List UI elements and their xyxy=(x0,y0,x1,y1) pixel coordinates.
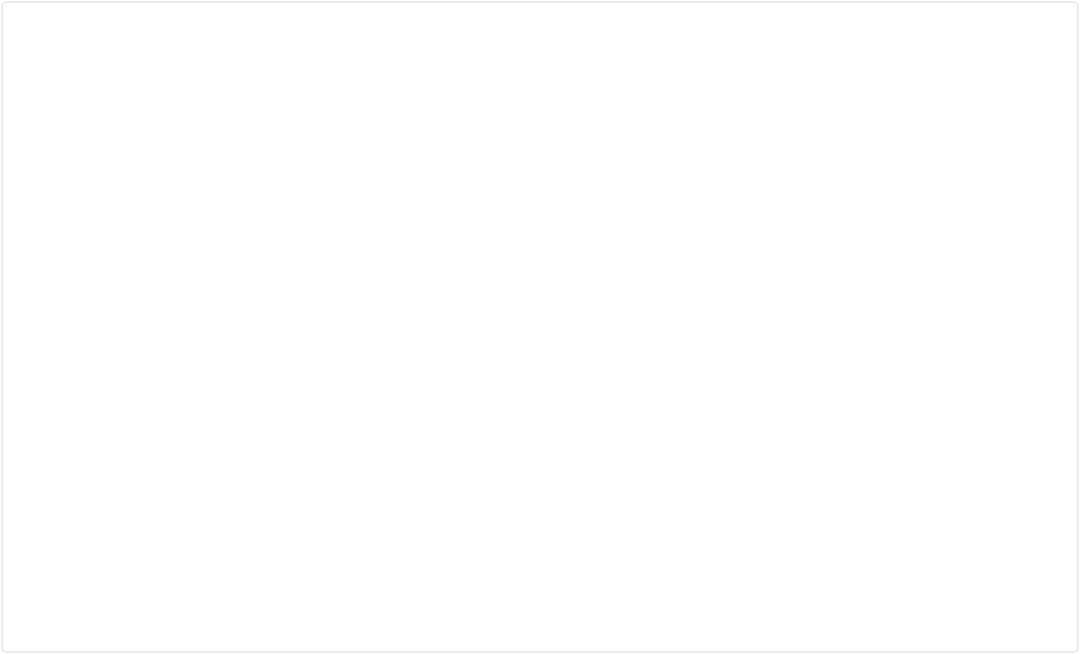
chart-container xyxy=(0,0,1080,654)
chart-border xyxy=(2,2,1078,652)
combo-chart xyxy=(0,0,1080,654)
